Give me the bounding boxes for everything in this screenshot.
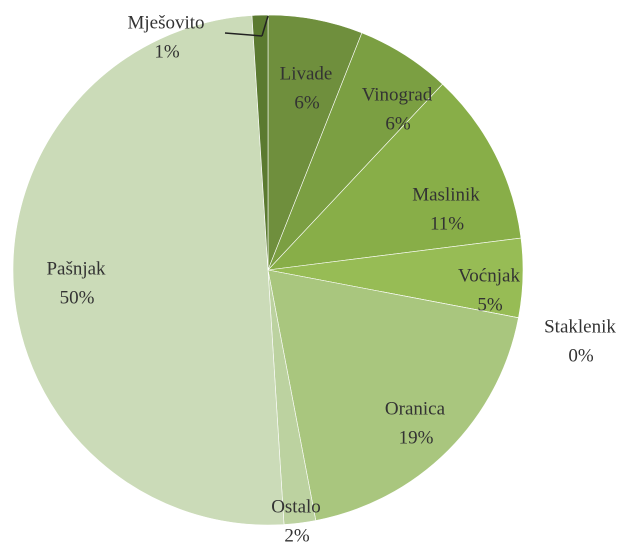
slice-value-label: 1% (154, 41, 180, 62)
slice-label: Voćnjak (458, 265, 520, 286)
slice-value-label: 19% (399, 427, 434, 448)
slice-value-label: 6% (294, 92, 320, 113)
pie-slice (267, 269, 519, 521)
slice-value-label: 2% (284, 525, 310, 544)
slice-label: Maslinik (412, 184, 480, 205)
slice-value-label: 0% (568, 345, 594, 366)
slice-value-label: 11% (430, 213, 464, 234)
slice-value-label: 50% (60, 287, 95, 308)
slice-label: Ostalo (271, 496, 321, 517)
pie-slice (12, 15, 285, 526)
pie-slice (267, 83, 522, 271)
slice-label: Vinograd (362, 84, 433, 105)
slice-label: Livade (280, 63, 333, 84)
leader-line (224, 32, 263, 37)
pie-slice (251, 14, 269, 271)
slice-label: Mješovito (127, 12, 204, 33)
slice-label: Staklenik (544, 316, 616, 337)
slice-value-label: 5% (477, 294, 503, 315)
slice-value-label: 6% (385, 113, 411, 134)
slice-label: Pašnjak (46, 258, 106, 279)
slice-label: Oranica (385, 398, 446, 419)
leader-line (261, 15, 269, 37)
